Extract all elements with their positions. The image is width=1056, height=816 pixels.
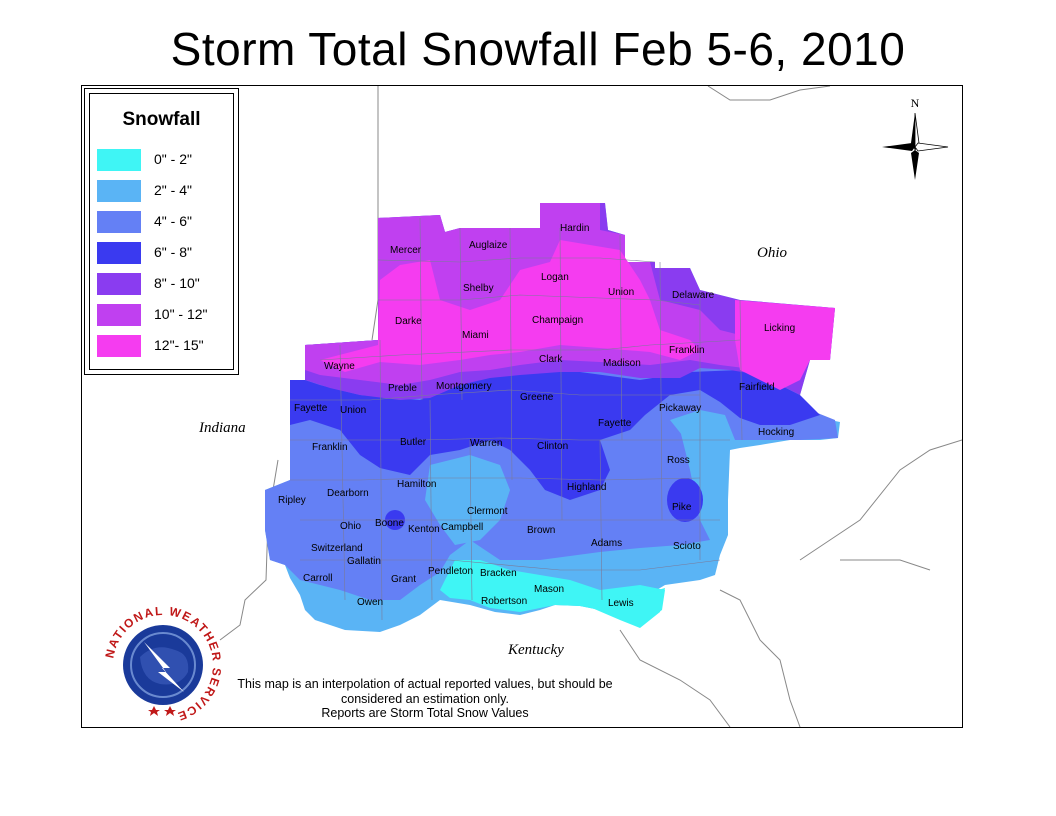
county-label: Auglaize [469, 240, 508, 251]
legend-swatch [97, 180, 141, 202]
legend-swatch [97, 211, 141, 233]
legend-title: Snowfall [122, 109, 201, 130]
county-label: Preble [388, 383, 417, 394]
county-label: Delaware [672, 290, 715, 301]
county-label: Warren [470, 438, 503, 449]
county-label: Bracken [480, 568, 517, 579]
county-label: Boone [375, 518, 404, 529]
county-label: Fayette [598, 418, 632, 429]
legend-swatch [97, 273, 141, 295]
legend-swatch [97, 335, 141, 357]
county-label: Campbell [441, 522, 484, 533]
state-label-indiana: Indiana [199, 420, 246, 436]
legend: Snowfall 0" - 2" 2" - 4" 4" - 6" 6" - 8"… [84, 88, 239, 375]
county-label: Mercer [390, 245, 422, 256]
county-lines [290, 217, 743, 621]
note-line: considered an estimation only. [341, 691, 509, 706]
river-line [799, 439, 962, 561]
legend-label: 0" - 2" [154, 151, 192, 167]
snow-band-12-15 [735, 300, 835, 390]
map-title: Storm Total Snowfall Feb 5-6, 2010 [170, 23, 906, 75]
snow-band-6-8 [290, 370, 820, 500]
legend-label: 8" - 10" [154, 275, 200, 291]
county-label: Montgomery [436, 381, 492, 392]
legend-swatch [97, 149, 141, 171]
county-label: Franklin [669, 345, 705, 356]
county-label: Clermont [467, 506, 508, 517]
compass-north-label: N [911, 96, 920, 110]
county-label: Robertson [481, 596, 528, 607]
county-label: Fairfield [739, 382, 775, 393]
county-label: Brown [527, 525, 556, 536]
county-label: Highland [567, 482, 607, 493]
disclaimer-note: This map is an interpolation of actual r… [210, 677, 640, 721]
river-line [840, 559, 931, 571]
county-label: Franklin [312, 442, 348, 453]
county-label: Switzerland [311, 543, 363, 554]
county-label: Union [608, 287, 635, 298]
county-label: Madison [603, 358, 641, 369]
legend-label: 6" - 8" [154, 244, 192, 260]
legend-swatch [97, 304, 141, 326]
county-label: Champaign [532, 315, 584, 326]
county-label: Greene [520, 392, 554, 403]
state-border-line [371, 86, 379, 341]
county-label: Ohio [340, 521, 362, 532]
county-label: Scioto [673, 541, 701, 552]
county-label: Pickaway [659, 403, 702, 414]
state-label-ohio: Ohio [757, 245, 787, 261]
county-label: Owen [357, 597, 384, 608]
county-label: Logan [541, 272, 569, 283]
legend-label: 10" - 12" [154, 306, 208, 322]
county-label: Butler [400, 437, 427, 448]
county-label: Hocking [758, 427, 795, 438]
snow-band-12-15 [320, 240, 700, 372]
county-label: Licking [764, 323, 796, 334]
north-arrow-icon: N [882, 96, 949, 180]
state-border-line [707, 86, 831, 101]
nws-logo-icon: NATIONAL WEATHER SERVICE [102, 604, 223, 725]
legend-label: 4" - 6" [154, 213, 192, 229]
county-label: Fayette [294, 403, 328, 414]
snow-band-0-2 [585, 588, 665, 628]
legend-swatch [97, 242, 141, 264]
county-label: Clinton [537, 441, 569, 452]
county-label: Miami [462, 330, 489, 341]
snow-band-6-8 [667, 478, 703, 522]
county-label: Grant [391, 574, 417, 585]
county-label: Darke [395, 316, 422, 327]
legend-label: 12"- 15" [154, 337, 204, 353]
county-label: Pike [672, 502, 692, 513]
county-label: Union [340, 405, 367, 416]
county-label: Dearborn [327, 488, 369, 499]
county-label: Ripley [278, 495, 306, 506]
county-label: Hardin [560, 223, 590, 234]
county-label: Shelby [463, 283, 494, 294]
county-label: Hamilton [397, 479, 437, 490]
county-label: Gallatin [347, 556, 381, 567]
legend-inner-border [89, 93, 234, 370]
legend-label: 2" - 4" [154, 182, 192, 198]
note-line: Reports are Storm Total Snow Values [321, 706, 529, 720]
note-line: This map is an interpolation of actual r… [237, 677, 613, 691]
county-label: Pendleton [428, 566, 474, 577]
county-label: Adams [591, 538, 623, 549]
river-line [719, 589, 801, 727]
river-line [619, 629, 731, 727]
county-label: Kenton [408, 524, 440, 535]
county-label: Lewis [608, 598, 634, 609]
county-label: Clark [539, 354, 563, 365]
county-label: Ross [667, 455, 690, 466]
county-label: Carroll [303, 573, 333, 584]
county-label: Mason [534, 584, 565, 595]
snow-band-2-4 [425, 455, 510, 545]
county-label: Wayne [324, 361, 355, 372]
state-label-kentucky: Kentucky [508, 642, 564, 658]
